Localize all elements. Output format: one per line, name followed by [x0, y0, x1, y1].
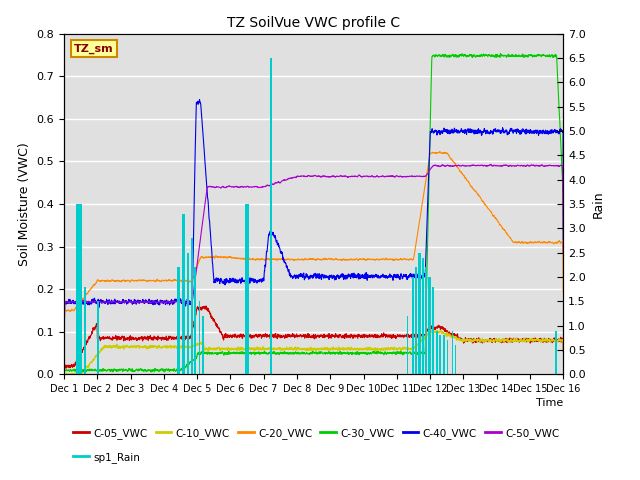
- Y-axis label: Soil Moisture (VWC): Soil Moisture (VWC): [18, 142, 31, 266]
- Y-axis label: Rain: Rain: [591, 190, 604, 218]
- Text: Time: Time: [536, 398, 563, 408]
- Legend: sp1_Rain: sp1_Rain: [69, 448, 144, 467]
- Text: TZ_sm: TZ_sm: [74, 44, 114, 54]
- Title: TZ SoilVue VWC profile C: TZ SoilVue VWC profile C: [227, 16, 400, 30]
